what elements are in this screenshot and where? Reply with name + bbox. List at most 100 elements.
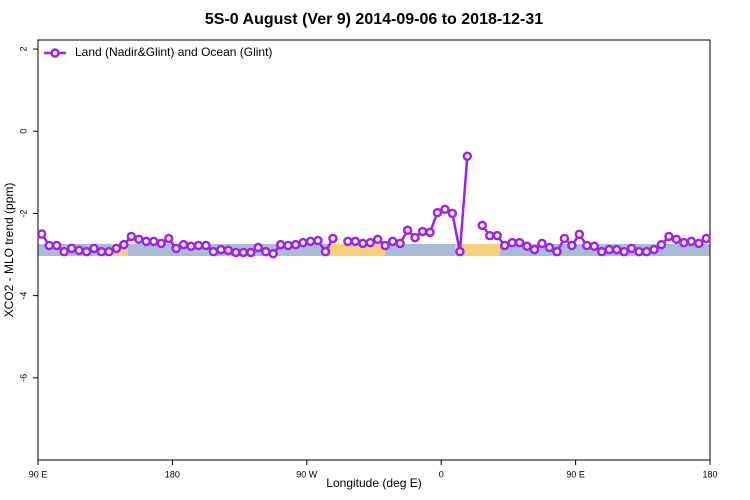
data-point (619, 246, 629, 257)
data-point (529, 244, 540, 255)
data-point (350, 236, 361, 247)
data-point (81, 246, 92, 257)
chart-title: 5S-0 August (Ver 9) 2014-09-06 to 2018-1… (205, 11, 543, 28)
data-point (246, 247, 256, 258)
x-tick-label: 0 (439, 469, 444, 479)
data-point (66, 243, 77, 254)
data-point (305, 236, 316, 247)
data-point (208, 246, 219, 257)
data-point (372, 234, 383, 245)
data-point (395, 238, 405, 249)
data-point (36, 229, 47, 239)
data-point (484, 230, 495, 241)
data-point (447, 208, 458, 219)
data-point (604, 244, 614, 255)
y-axis-label: XCO2 - MLO trend (ppm) (2, 183, 16, 318)
data-point (462, 151, 473, 162)
data-point (589, 241, 600, 252)
data-point (134, 234, 144, 245)
data-point (402, 225, 413, 236)
data-point (238, 247, 249, 258)
x-tick-label: 90 W (296, 469, 318, 479)
data-point (380, 240, 390, 251)
data-point (298, 237, 308, 248)
plot-frame (37, 39, 711, 461)
x-tick-label: 180 (165, 469, 180, 479)
data-point (499, 240, 510, 251)
x-tick-label: 90 E (566, 469, 585, 479)
data-point (686, 236, 697, 247)
land-band (330, 244, 385, 256)
y-tick-label: 0 (18, 129, 28, 134)
data-point (178, 239, 189, 250)
data-point (313, 235, 323, 246)
data-point (432, 207, 443, 218)
data-point (126, 231, 137, 242)
data-point (223, 245, 234, 256)
data-point (492, 230, 502, 241)
data-point (522, 241, 532, 252)
data-point (74, 245, 84, 256)
data-point (387, 236, 398, 247)
data-point (328, 233, 338, 244)
land-band (455, 244, 500, 256)
legend-marker (50, 48, 60, 58)
data-point (574, 229, 585, 240)
data-point (507, 237, 517, 248)
data-point (425, 227, 435, 238)
data-point (193, 240, 204, 251)
data-point (410, 232, 420, 243)
data-point (59, 246, 69, 257)
data-point (89, 243, 99, 254)
data-point (567, 240, 577, 251)
data-point (290, 239, 301, 250)
x-tick-label: 90 E (29, 469, 48, 479)
data-point (701, 233, 712, 244)
data-point (260, 246, 271, 257)
data-point (216, 244, 226, 255)
data-point (283, 240, 293, 251)
data-point (358, 238, 368, 249)
data-point (671, 234, 682, 245)
data-point (275, 239, 286, 250)
data-point (596, 246, 607, 257)
data-point (96, 246, 107, 257)
data-point (111, 243, 122, 254)
data-point (163, 233, 174, 244)
data-point (582, 240, 592, 251)
data-point (148, 236, 159, 247)
y-tick-label: -4 (18, 292, 28, 300)
data-point (51, 240, 62, 251)
data-point (634, 246, 644, 257)
data-point (231, 247, 241, 258)
data-point (186, 241, 196, 252)
data-point (552, 246, 562, 257)
data-point (171, 243, 181, 254)
data-point (626, 243, 637, 254)
data-point (253, 242, 264, 253)
data-point (156, 238, 166, 249)
data-point (440, 204, 450, 215)
y-tick-label: -2 (18, 209, 28, 217)
data-point (320, 246, 331, 257)
data-point (664, 231, 674, 242)
x-tick-label: 180 (702, 469, 717, 479)
data-point (694, 238, 704, 249)
data-point (544, 242, 555, 253)
data-point (514, 237, 525, 248)
data-point (559, 233, 570, 244)
data-point (343, 236, 353, 247)
data-point (119, 239, 129, 250)
data-point (679, 237, 689, 248)
data-point (649, 244, 659, 255)
data-point (104, 246, 114, 257)
legend-label: Land (Nadir&Glint) and Ocean (Glint) (75, 45, 272, 59)
data-point (268, 248, 278, 259)
data-point (656, 239, 667, 250)
data-point (455, 246, 465, 257)
x-axis-label: Longitude (deg E) (326, 476, 421, 490)
data-point (365, 237, 376, 248)
data-point (141, 236, 152, 247)
data-point (44, 240, 54, 251)
